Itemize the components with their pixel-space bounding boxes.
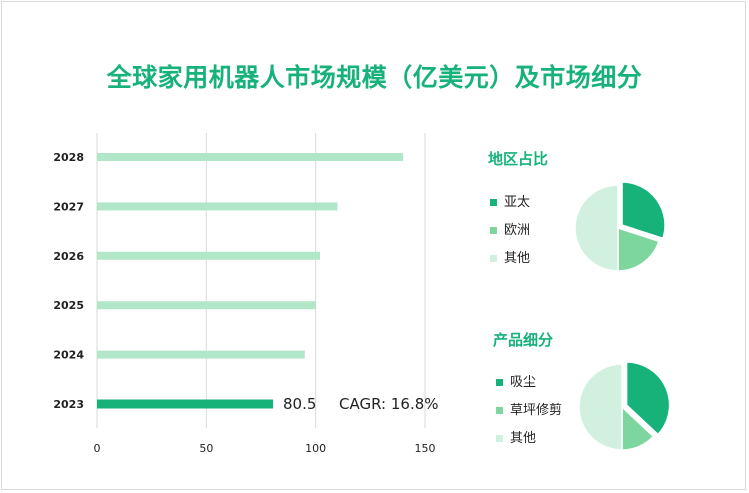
pie-slice-吸尘 <box>625 361 671 436</box>
y-tick-label: 2027 <box>53 200 84 213</box>
pie-title: 产品细分 <box>493 331 553 349</box>
y-tick-label: 2024 <box>53 349 84 362</box>
x-tick-label: 0 <box>94 442 101 455</box>
y-tick-label: 2028 <box>53 151 84 164</box>
chart-title: 全球家用机器人市场规模（亿美元）及市场细分 <box>106 63 643 92</box>
legend-swatch <box>490 227 497 234</box>
y-tick-label: 2026 <box>53 250 84 263</box>
bar-2027 <box>97 202 338 211</box>
legend-swatch <box>496 407 503 414</box>
y-tick-label: 2023 <box>53 398 84 411</box>
legend-label: 草坪修剪 <box>510 402 562 418</box>
bar-2023 <box>97 399 274 409</box>
x-tick-label: 50 <box>199 442 213 455</box>
bar-2026 <box>97 251 321 260</box>
bar-2028 <box>97 153 404 161</box>
legend-label: 其他 <box>504 251 530 266</box>
legend-label: 其他 <box>510 431 536 446</box>
legend-swatch <box>490 199 497 206</box>
legend-swatch <box>490 255 497 262</box>
x-tick-label: 150 <box>415 442 436 455</box>
legend-label: 亚太 <box>504 195 530 210</box>
bar-2025 <box>97 301 316 310</box>
pie-slice-欧洲 <box>617 226 660 272</box>
bar-value-label: 80.5 <box>283 395 316 413</box>
pie-title: 地区占比 <box>488 150 548 168</box>
x-tick-label: 100 <box>305 442 326 455</box>
y-tick-label: 2025 <box>53 299 84 312</box>
pie-slice-亚太 <box>621 181 666 240</box>
pie-slice-其他 <box>574 184 619 272</box>
legend-swatch <box>496 379 503 386</box>
legend-swatch <box>496 435 503 442</box>
pie-slice-其他 <box>578 363 623 451</box>
bar-2024 <box>97 350 305 359</box>
legend-label: 吸尘 <box>510 375 536 390</box>
legend-label: 欧洲 <box>504 223 530 238</box>
cagr-annotation: CAGR: 16.8% <box>339 395 439 413</box>
